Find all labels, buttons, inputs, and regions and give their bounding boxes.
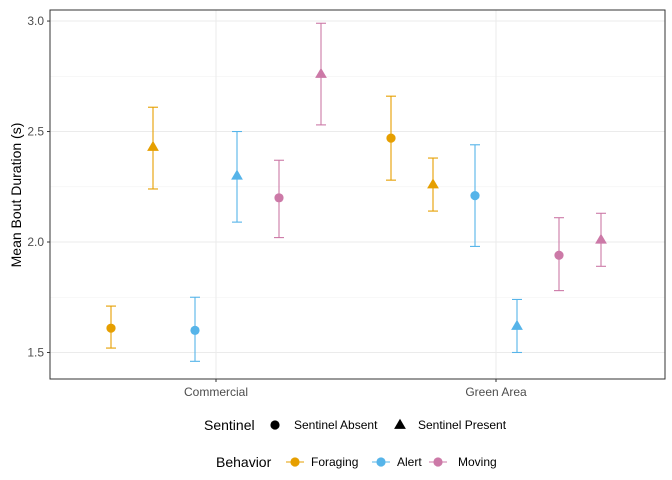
data-point-group — [427, 157, 439, 212]
legend-behavior: Behavior Foraging Alert Moving — [216, 454, 497, 470]
y-tick-label: 2.5 — [27, 125, 44, 139]
grid-lines — [50, 10, 665, 379]
y-tick-label: 2.0 — [27, 235, 44, 249]
data-point-group — [190, 296, 200, 362]
data-point-group — [106, 305, 116, 349]
data-point-group — [386, 95, 396, 181]
legend-title: Sentinel — [204, 417, 255, 433]
y-tick-label: 3.0 — [27, 14, 44, 28]
legend-label: Alert — [397, 455, 422, 469]
data-point-group — [470, 144, 480, 247]
y-tick-label: 1.5 — [27, 345, 44, 359]
data-point-group — [554, 217, 564, 292]
point-triangle — [231, 169, 243, 180]
data-point-group — [315, 22, 327, 126]
chart-marks — [106, 22, 607, 362]
point-circle — [470, 191, 480, 201]
point-circle — [190, 325, 200, 335]
y-axis-title: Mean Bout Duration (s) — [8, 123, 24, 268]
legend-sentinel: Sentinel Sentinel Absent Sentinel Present — [204, 417, 507, 433]
legend-key-circle — [290, 457, 300, 467]
plot-panel-border — [49, 9, 666, 380]
legend-key-circle — [433, 457, 443, 467]
axes: 1.5 2.0 2.5 3.0 Commercial Green Area — [27, 14, 527, 399]
point-triangle — [511, 319, 523, 330]
legend-label: Sentinel Absent — [294, 418, 378, 432]
x-tick-label: Commercial — [184, 385, 248, 399]
legend-key-circle — [270, 420, 280, 430]
point-circle — [386, 133, 396, 143]
legends: Sentinel Sentinel Absent Sentinel Present B… — [204, 417, 507, 470]
legend-key-triangle — [394, 418, 406, 429]
data-point-group — [595, 212, 607, 267]
data-point-group — [231, 130, 243, 223]
point-circle — [106, 323, 116, 333]
point-triangle — [147, 140, 159, 151]
data-point-group — [274, 159, 284, 239]
legend-key-circle — [376, 457, 386, 467]
x-tick-label: Green Area — [465, 385, 527, 399]
data-point-group — [511, 298, 523, 354]
legend-label: Moving — [458, 455, 497, 469]
legend-title: Behavior — [216, 454, 272, 470]
point-circle — [554, 250, 564, 260]
point-triangle — [427, 178, 439, 189]
point-triangle — [315, 67, 327, 78]
legend-label: Foraging — [311, 455, 358, 469]
point-triangle — [595, 233, 607, 244]
legend-label: Sentinel Present — [418, 418, 507, 432]
point-circle — [274, 193, 284, 203]
data-point-group — [147, 106, 159, 190]
